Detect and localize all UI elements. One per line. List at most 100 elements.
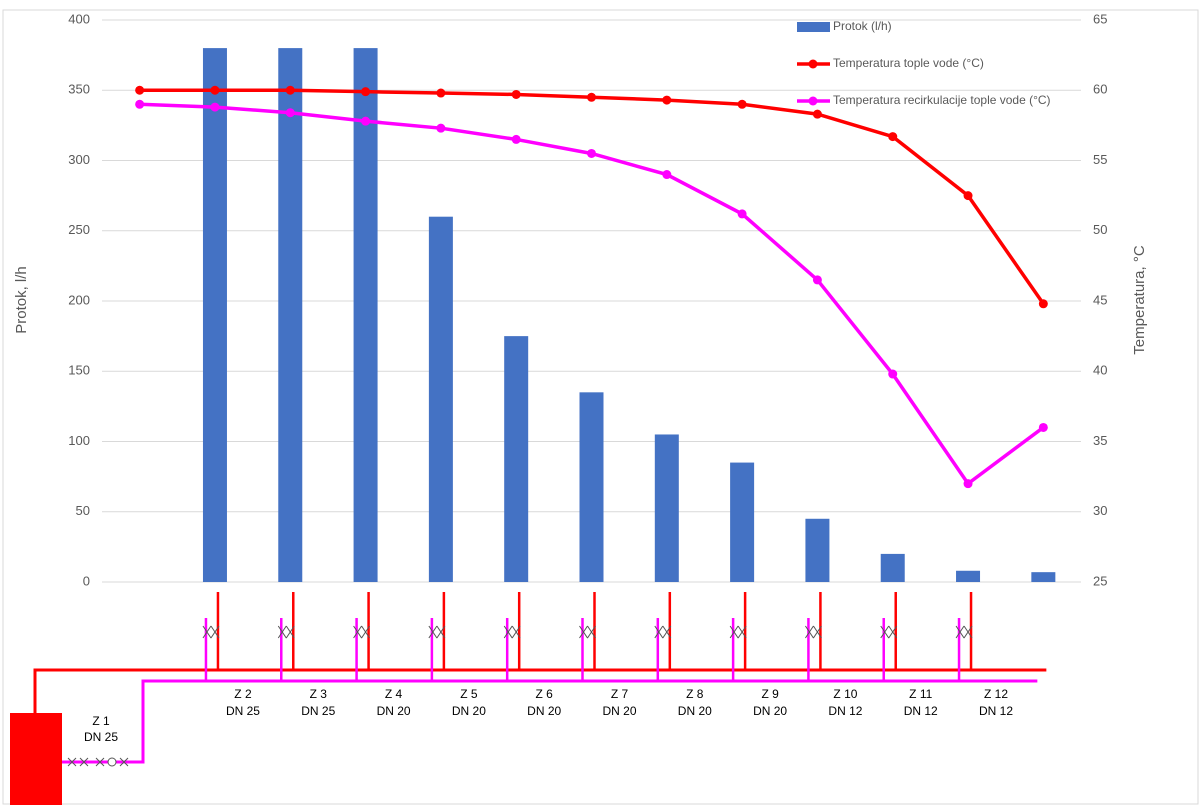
zone-name: Z 5 — [460, 687, 478, 701]
y2-tick-label: 50 — [1093, 222, 1107, 237]
line — [139, 88, 1045, 305]
zone-name: Z 3 — [310, 687, 328, 701]
zone-name: Z 6 — [536, 687, 554, 701]
marker — [737, 99, 747, 109]
marker — [963, 191, 973, 201]
bar — [202, 48, 227, 583]
bar — [504, 336, 529, 582]
marker — [135, 85, 145, 95]
marker — [812, 275, 822, 285]
zone-name: Z 8 — [686, 687, 704, 701]
marker — [888, 132, 898, 142]
zone-dn: DN 25 — [301, 704, 335, 718]
y-tick-label: 50 — [76, 503, 90, 518]
zone-name: Z 12 — [984, 687, 1008, 701]
zone-dn: DN 20 — [527, 704, 561, 718]
valve — [503, 625, 521, 639]
y-tick-label: 0 — [83, 573, 90, 588]
valve — [67, 757, 77, 767]
zone-dn: DN 20 — [377, 704, 411, 718]
bar — [278, 48, 303, 583]
zone-dn: DN 20 — [452, 704, 486, 718]
y2-tick-label: 65 — [1093, 11, 1107, 26]
valve — [202, 625, 220, 639]
valve — [654, 625, 672, 639]
zone-dn: DN 12 — [979, 704, 1013, 718]
valve — [955, 625, 973, 639]
bar — [654, 434, 679, 582]
y-tick-label: 300 — [68, 152, 90, 167]
bar — [579, 392, 604, 582]
valve — [880, 625, 898, 639]
zone-dn: DN 12 — [828, 704, 862, 718]
valve — [119, 757, 129, 767]
valve — [79, 757, 89, 767]
zone-dn: DN 25 — [226, 704, 260, 718]
valve — [353, 625, 370, 639]
y2-tick-label: 60 — [1093, 82, 1107, 97]
bar — [353, 48, 378, 583]
zone-name: Z 9 — [761, 687, 779, 701]
y2-axis-title: Temperatura, °C — [1131, 245, 1148, 355]
zone-dn: DN 20 — [602, 704, 636, 718]
y-tick-label: 150 — [68, 363, 90, 378]
valve — [579, 625, 596, 639]
valve — [277, 625, 295, 639]
marker — [285, 108, 295, 118]
marker — [210, 102, 220, 112]
marker — [1038, 422, 1048, 432]
zone-dn: DN 20 — [753, 704, 787, 718]
marker — [737, 209, 747, 219]
marker — [436, 123, 446, 133]
zone-name: Z 10 — [833, 687, 857, 701]
return-pipe — [62, 679, 1038, 764]
zone-name: Z 1 — [92, 714, 110, 728]
zone-dn: DN 20 — [678, 704, 712, 718]
marker — [662, 170, 672, 180]
legend-label: Temperatura tople vode (°C) — [833, 56, 984, 70]
marker — [436, 88, 446, 98]
marker — [888, 369, 898, 379]
bar — [880, 553, 905, 582]
legend-label: Temperatura recirkulacije tople vode (°C… — [833, 93, 1051, 107]
y2-tick-label: 25 — [1093, 573, 1107, 588]
legend-swatch — [808, 96, 818, 106]
zone-dn: DN 25 — [84, 730, 118, 744]
y-tick-label: 100 — [68, 433, 90, 448]
marker — [210, 85, 220, 95]
marker — [135, 99, 145, 109]
frame — [2, 9, 1199, 805]
zone-dn: DN 12 — [904, 704, 938, 718]
valve — [729, 625, 747, 639]
y2-tick-label: 40 — [1093, 363, 1107, 378]
bar — [956, 570, 981, 582]
y2-tick-label: 35 — [1093, 433, 1107, 448]
bar — [1031, 572, 1056, 582]
legend-swatch — [797, 22, 830, 32]
supply-pipe — [33, 668, 1047, 713]
legend-swatch — [808, 59, 818, 69]
marker — [662, 95, 672, 105]
zone-name: Z 2 — [234, 687, 252, 701]
y-tick-label: 350 — [68, 82, 90, 97]
y2-tick-label: 55 — [1093, 152, 1107, 167]
valve — [95, 757, 105, 767]
valve — [805, 625, 822, 639]
y-tick-label: 400 — [68, 11, 90, 26]
marker — [511, 89, 521, 99]
y-tick-label: 250 — [68, 222, 90, 237]
y2-tick-label: 45 — [1093, 292, 1107, 307]
marker — [361, 87, 371, 97]
bar — [730, 462, 755, 582]
marker — [812, 109, 822, 119]
marker — [511, 134, 521, 144]
legend-label: Protok (l/h) — [833, 19, 892, 33]
zone-name: Z 11 — [909, 687, 932, 701]
marker — [587, 92, 596, 102]
boiler — [10, 713, 62, 805]
zone-name: Z 7 — [611, 687, 629, 701]
zone-name: Z 4 — [385, 687, 403, 701]
bar — [428, 216, 453, 582]
y-axis-title: Protok, l/h — [13, 266, 30, 334]
